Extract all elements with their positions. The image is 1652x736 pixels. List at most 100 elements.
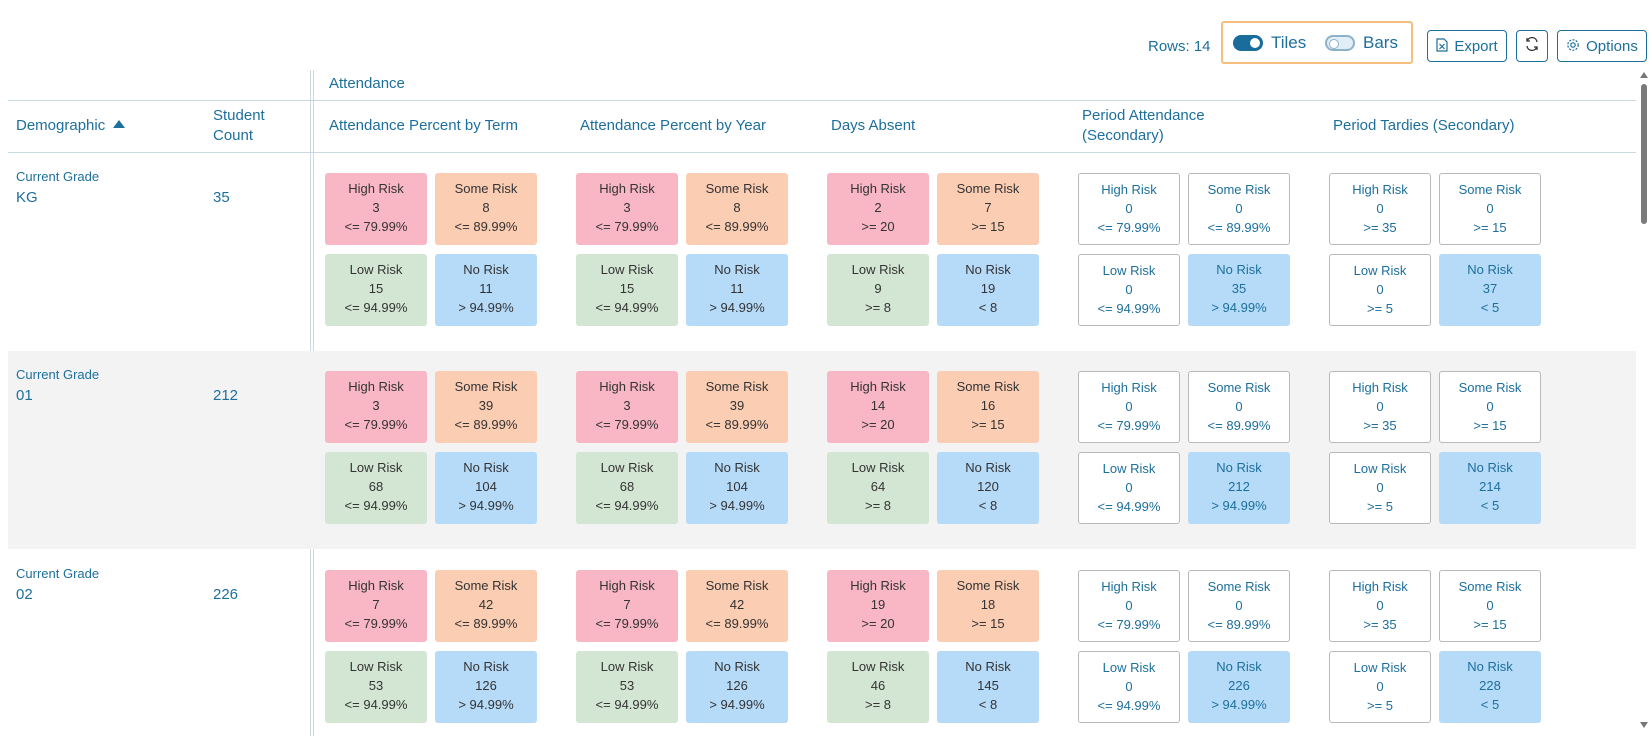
- scroll-up-icon[interactable]: [1640, 72, 1648, 78]
- att-term-tile-low-risk[interactable]: Low Risk 15 <= 94.99%: [325, 254, 427, 326]
- att-year-tile-low-risk[interactable]: Low Risk 53 <= 94.99%: [576, 651, 678, 723]
- period-att-tile-low-risk[interactable]: Low Risk 0 <= 94.99%: [1078, 651, 1180, 723]
- period-tardies-tile-high-risk[interactable]: High Risk 0 >= 35: [1329, 173, 1431, 245]
- period-att-tile-low-risk[interactable]: Low Risk 0 <= 94.99%: [1078, 254, 1180, 326]
- tile-risk-label: Low Risk: [1102, 660, 1156, 675]
- tile-count: 8: [733, 200, 741, 215]
- att-term-tile-no-risk[interactable]: No Risk 11 > 94.99%: [435, 254, 537, 326]
- tile-threshold: <= 79.99%: [1097, 617, 1161, 632]
- tile-risk-label: Low Risk: [1353, 461, 1407, 476]
- days-absent-tile-high-risk[interactable]: High Risk 14 >= 20: [827, 371, 929, 443]
- att-year-header[interactable]: Attendance Percent by Year: [580, 117, 766, 134]
- scroll-thumb[interactable]: [1641, 84, 1647, 224]
- tile-count: 3: [623, 398, 631, 413]
- days-absent-tile-low-risk[interactable]: Low Risk 64 >= 8: [827, 452, 929, 524]
- period-attendance-header[interactable]: Period Attendance (Secondary): [1082, 106, 1205, 146]
- att-year-tile-no-risk[interactable]: No Risk 126 > 94.99%: [686, 651, 788, 723]
- period-att-tile-some-risk[interactable]: Some Risk 0 <= 89.99%: [1188, 371, 1290, 443]
- tile-count: 0: [1376, 399, 1384, 414]
- period-att-tile-no-risk[interactable]: No Risk 226 > 94.99%: [1188, 651, 1290, 723]
- period-tardies-tile-high-risk[interactable]: High Risk 0 >= 35: [1329, 371, 1431, 443]
- tile-risk-label: No Risk: [714, 659, 760, 674]
- days-absent-tile-no-risk[interactable]: No Risk 19 < 8: [937, 254, 1039, 326]
- period-tardies-header[interactable]: Period Tardies (Secondary): [1333, 117, 1515, 134]
- days-absent-tile-some-risk[interactable]: Some Risk 18 >= 15: [937, 570, 1039, 642]
- period-att-tile-no-risk[interactable]: No Risk 212 > 94.99%: [1188, 452, 1290, 524]
- period-tardies-tile-some-risk[interactable]: Some Risk 0 >= 15: [1439, 570, 1541, 642]
- att-term-tile-low-risk[interactable]: Low Risk 68 <= 94.99%: [325, 452, 427, 524]
- att-term-tile-some-risk[interactable]: Some Risk 8 <= 89.99%: [435, 173, 537, 245]
- period-tardies-tile-high-risk[interactable]: High Risk 0 >= 35: [1329, 570, 1431, 642]
- scroll-down-icon[interactable]: [1640, 722, 1648, 728]
- period-att-tile-high-risk[interactable]: High Risk 0 <= 79.99%: [1078, 173, 1180, 245]
- tile-risk-label: High Risk: [1101, 380, 1157, 395]
- att-term-tile-low-risk[interactable]: Low Risk 53 <= 94.99%: [325, 651, 427, 723]
- period-att-tile-some-risk[interactable]: Some Risk 0 <= 89.99%: [1188, 173, 1290, 245]
- period-tardies-tile-low-risk[interactable]: Low Risk 0 >= 5: [1329, 452, 1431, 524]
- student-count-header[interactable]: Student Count: [213, 106, 265, 146]
- tile-threshold: <= 79.99%: [595, 616, 659, 631]
- days-absent-tile-low-risk[interactable]: Low Risk 46 >= 8: [827, 651, 929, 723]
- demographic-header[interactable]: Demographic: [16, 116, 126, 136]
- att-year-tile-some-risk[interactable]: Some Risk 39 <= 89.99%: [686, 371, 788, 443]
- period-tardies-tile-some-risk[interactable]: Some Risk 0 >= 15: [1439, 173, 1541, 245]
- att-year-tile-low-risk[interactable]: Low Risk 15 <= 94.99%: [576, 254, 678, 326]
- att-year-tile-high-risk[interactable]: High Risk 3 <= 79.99%: [576, 173, 678, 245]
- days-absent-tile-high-risk[interactable]: High Risk 2 >= 20: [827, 173, 929, 245]
- group-value[interactable]: 01: [16, 387, 33, 404]
- vertical-scrollbar[interactable]: [1638, 70, 1650, 736]
- tile-risk-label: High Risk: [348, 181, 404, 196]
- period-tardies-tile-low-risk[interactable]: Low Risk 0 >= 5: [1329, 651, 1431, 723]
- options-button[interactable]: Options: [1557, 30, 1647, 62]
- student-count[interactable]: 212: [213, 387, 239, 404]
- period-tardies-tile-no-risk[interactable]: No Risk 214 < 5: [1439, 452, 1541, 524]
- group-value[interactable]: 02: [16, 586, 33, 603]
- period-att-tile-no-risk[interactable]: No Risk 35 > 94.99%: [1188, 254, 1290, 326]
- att-term-tile-high-risk[interactable]: High Risk 3 <= 79.99%: [325, 371, 427, 443]
- att-term-tile-high-risk[interactable]: High Risk 3 <= 79.99%: [325, 173, 427, 245]
- att-year-tile-low-risk[interactable]: Low Risk 68 <= 94.99%: [576, 452, 678, 524]
- days-absent-header[interactable]: Days Absent: [831, 117, 916, 134]
- att-term-header[interactable]: Attendance Percent by Term: [329, 117, 518, 134]
- tile-risk-label: Low Risk: [600, 460, 654, 475]
- period-tardies-tile-no-risk[interactable]: No Risk 37 < 5: [1439, 254, 1541, 326]
- tile-risk-label: Low Risk: [1102, 461, 1156, 476]
- att-term-tile-some-risk[interactable]: Some Risk 42 <= 89.99%: [435, 570, 537, 642]
- att-year-tile-high-risk[interactable]: High Risk 7 <= 79.99%: [576, 570, 678, 642]
- bars-switch[interactable]: [1325, 35, 1355, 51]
- days-absent-tile-low-risk[interactable]: Low Risk 9 >= 8: [827, 254, 929, 326]
- days-absent-tile-no-risk[interactable]: No Risk 120 < 8: [937, 452, 1039, 524]
- days-absent-tile-no-risk[interactable]: No Risk 145 < 8: [937, 651, 1039, 723]
- period-att-tile-high-risk[interactable]: High Risk 0 <= 79.99%: [1078, 570, 1180, 642]
- att-year-tile-no-risk[interactable]: No Risk 11 > 94.99%: [686, 254, 788, 326]
- period-att-tile-some-risk[interactable]: Some Risk 0 <= 89.99%: [1188, 570, 1290, 642]
- att-year-tile-some-risk[interactable]: Some Risk 8 <= 89.99%: [686, 173, 788, 245]
- tiles-label: Tiles: [1271, 33, 1307, 52]
- att-term-tile-high-risk[interactable]: High Risk 7 <= 79.99%: [325, 570, 427, 642]
- days-absent-tile-high-risk[interactable]: High Risk 19 >= 20: [827, 570, 929, 642]
- period-att-tile-low-risk[interactable]: Low Risk 0 <= 94.99%: [1078, 452, 1180, 524]
- tile-count: 16: [980, 398, 996, 413]
- tiles-switch[interactable]: [1233, 35, 1263, 51]
- days-absent-tile-some-risk[interactable]: Some Risk 7 >= 15: [937, 173, 1039, 245]
- period-att-tile-high-risk[interactable]: High Risk 0 <= 79.99%: [1078, 371, 1180, 443]
- att-year-tile-some-risk[interactable]: Some Risk 42 <= 89.99%: [686, 570, 788, 642]
- tile-count: 2: [874, 200, 882, 215]
- att-term-tile-some-risk[interactable]: Some Risk 39 <= 89.99%: [435, 371, 537, 443]
- bars-toggle[interactable]: Bars: [1325, 33, 1398, 53]
- period-tardies-tile-some-risk[interactable]: Some Risk 0 >= 15: [1439, 371, 1541, 443]
- student-count[interactable]: 35: [213, 189, 230, 206]
- group-value[interactable]: KG: [16, 189, 38, 206]
- days-absent-tile-some-risk[interactable]: Some Risk 16 >= 15: [937, 371, 1039, 443]
- period-tardies-tile-no-risk[interactable]: No Risk 228 < 5: [1439, 651, 1541, 723]
- tile-count: 0: [1376, 679, 1384, 694]
- student-count[interactable]: 226: [213, 586, 239, 603]
- export-button[interactable]: Export: [1427, 30, 1507, 62]
- period-tardies-tile-low-risk[interactable]: Low Risk 0 >= 5: [1329, 254, 1431, 326]
- att-term-tile-no-risk[interactable]: No Risk 126 > 94.99%: [435, 651, 537, 723]
- refresh-button[interactable]: [1516, 30, 1548, 62]
- att-term-tile-no-risk[interactable]: No Risk 104 > 94.99%: [435, 452, 537, 524]
- att-year-tile-no-risk[interactable]: No Risk 104 > 94.99%: [686, 452, 788, 524]
- att-year-tile-high-risk[interactable]: High Risk 3 <= 79.99%: [576, 371, 678, 443]
- tiles-toggle[interactable]: Tiles: [1233, 33, 1306, 53]
